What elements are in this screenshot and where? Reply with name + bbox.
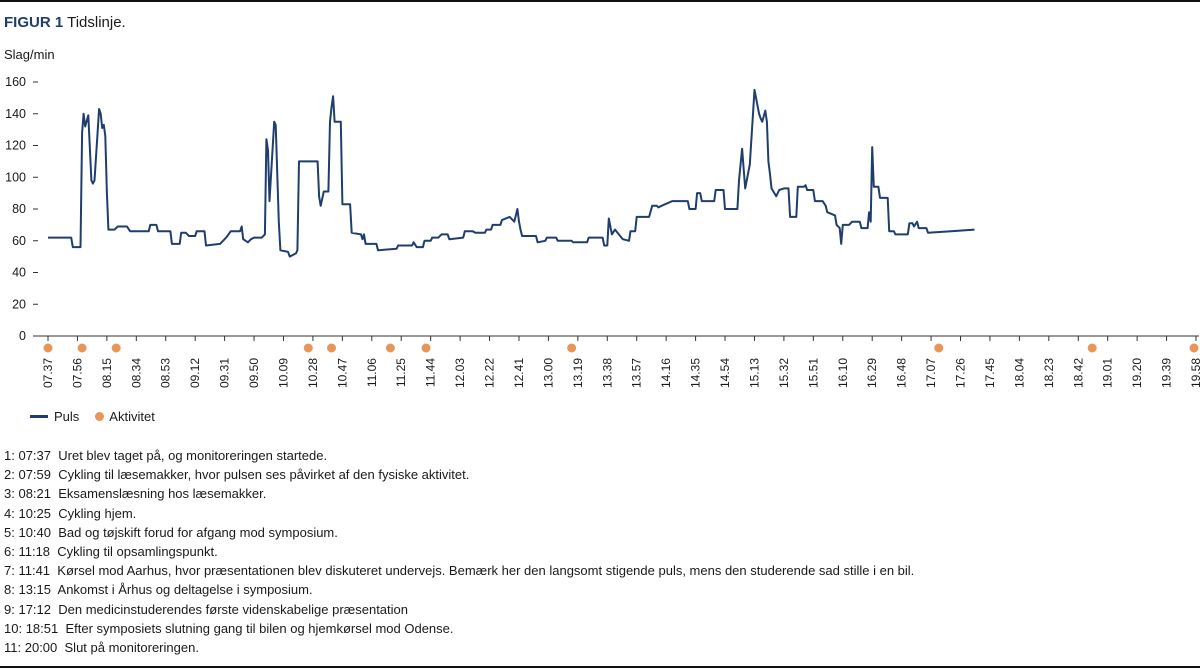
x-tick-label: 11.44 <box>424 358 438 387</box>
note-item: 10: 18:51 Efter symposiets slutning gang… <box>4 620 454 636</box>
activity-dot <box>327 343 337 353</box>
x-tick-label: 09.31 <box>218 358 232 388</box>
note-item: 1: 07:37 Uret blev taget på, og monitore… <box>4 448 328 463</box>
x-tick-label: 16.48 <box>895 358 909 388</box>
note-item: 5: 10:40 Bad og tøjskift forud for afgan… <box>4 524 338 540</box>
x-tick-label: 19.01 <box>1101 358 1115 388</box>
x-tick-label: 18.42 <box>1071 358 1085 388</box>
y-axis-label: Slag/min <box>4 47 55 62</box>
x-tick-label: 10.47 <box>335 358 349 388</box>
note-item: 9: 17:12 Den medicinstuderendes første v… <box>4 601 408 617</box>
y-tick-label: 0 <box>19 329 26 343</box>
figure-label: FIGUR 1 <box>4 14 64 31</box>
activity-dot <box>1189 343 1199 353</box>
x-tick-label: 08.34 <box>129 358 143 388</box>
figure-title-text: Tidslinje. <box>67 14 126 31</box>
note-item: 11: 20:00 Slut på monitoreringen. <box>4 640 199 656</box>
y-tick-label: 20 <box>12 297 26 311</box>
activity-dot <box>303 343 313 353</box>
x-tick-label: 15.51 <box>806 358 820 388</box>
x-tick-label: 07.56 <box>70 358 84 388</box>
activity-dot <box>421 343 431 353</box>
x-tick-label: 10.28 <box>306 358 320 388</box>
x-tick-label: 19.39 <box>1160 358 1174 388</box>
x-tick-label: 18.23 <box>1042 358 1056 388</box>
note-item: 7: 11:41 Kørsel mod Aarhus, hvor præsent… <box>4 563 915 579</box>
bottom-rule <box>0 666 1200 668</box>
x-tick-label: 08.15 <box>100 358 114 388</box>
x-tick-label: 11.06 <box>365 358 379 387</box>
note-item: 3: 08:21 Eksamenslæsning hos læsemakker. <box>4 486 267 502</box>
chart-legend: Puls Aktivitet <box>30 409 155 424</box>
y-tick-label: 80 <box>12 202 26 216</box>
x-tick-label: 11.25 <box>394 358 408 387</box>
x-tick-label: 10.09 <box>276 358 290 388</box>
x-tick-label: 14.16 <box>659 358 673 388</box>
x-tick-label: 13.38 <box>600 358 614 388</box>
pulse-chart: 0 20 40 60 80 100 120 140 160 07.37 07.56 08.15 08.3… <box>5 75 1200 388</box>
x-tick-label: 14.54 <box>718 358 732 388</box>
note-item: 6: 11:18 Cykling til opsamlingspunkt. <box>4 544 218 560</box>
x-tick-label: 14.35 <box>689 358 703 388</box>
y-tick-label: 140 <box>5 107 26 121</box>
x-tick-label: 17.26 <box>954 358 968 388</box>
x-tick-label: 08.53 <box>159 358 173 388</box>
x-tick-label: 12.41 <box>512 358 526 388</box>
legend-activity-label: Aktivitet <box>109 409 155 424</box>
top-rule <box>0 0 1200 2</box>
y-tick-label: 60 <box>12 234 26 248</box>
x-tick-label: 18.04 <box>1012 358 1026 388</box>
activity-dot <box>934 343 944 353</box>
x-tick-label: 15.32 <box>777 358 791 388</box>
x-tick-label: 17.45 <box>983 358 997 388</box>
x-tick-label: 12.03 <box>453 358 467 388</box>
activity-dot <box>1087 343 1097 353</box>
note-item: 2: 07:59 Cykling til læsemakker, hvor pu… <box>4 467 470 483</box>
x-tick-label: 15.13 <box>747 358 761 388</box>
activity-dot <box>43 343 53 353</box>
x-tick-label: 13.00 <box>541 358 555 388</box>
x-tick-label: 13.57 <box>630 358 644 388</box>
x-tick-label: 16.10 <box>836 358 850 388</box>
y-tick-label: 40 <box>12 266 26 280</box>
activity-dot <box>567 343 577 353</box>
legend-pulse-swatch <box>30 415 48 418</box>
note-item: 4: 10:25 Cykling hjem. <box>4 505 137 521</box>
y-tick-label: 100 <box>5 170 26 184</box>
activity-dot <box>385 343 395 353</box>
activity-dot <box>77 343 87 353</box>
x-tick-label: 13.19 <box>571 358 585 388</box>
x-tick-label: 16.29 <box>865 358 879 388</box>
x-tick-label: 17.07 <box>924 358 938 388</box>
legend-activity-swatch <box>95 412 105 421</box>
x-tick-label: 09.12 <box>188 358 202 388</box>
pulse-series-line <box>48 88 975 258</box>
timeline-notes: 1: 07:37 Uret blev taget på, og monitore… <box>4 446 914 657</box>
x-tick-label: 07.37 <box>41 358 55 388</box>
y-tick-label: 160 <box>5 75 26 89</box>
legend-pulse-label: Puls <box>54 409 80 424</box>
x-tick-label: 19.58 <box>1189 358 1200 388</box>
figure-title: FIGUR 1 Tidslinje. <box>4 14 126 31</box>
activity-dot <box>111 343 121 353</box>
x-tick-label: 09.50 <box>247 358 261 388</box>
y-tick-label: 120 <box>5 139 26 153</box>
note-item: 8: 13:15 Ankomst i Århus og deltagelse i… <box>4 582 313 598</box>
x-tick-label: 12.22 <box>483 358 497 388</box>
x-tick-label: 19.20 <box>1130 358 1144 388</box>
